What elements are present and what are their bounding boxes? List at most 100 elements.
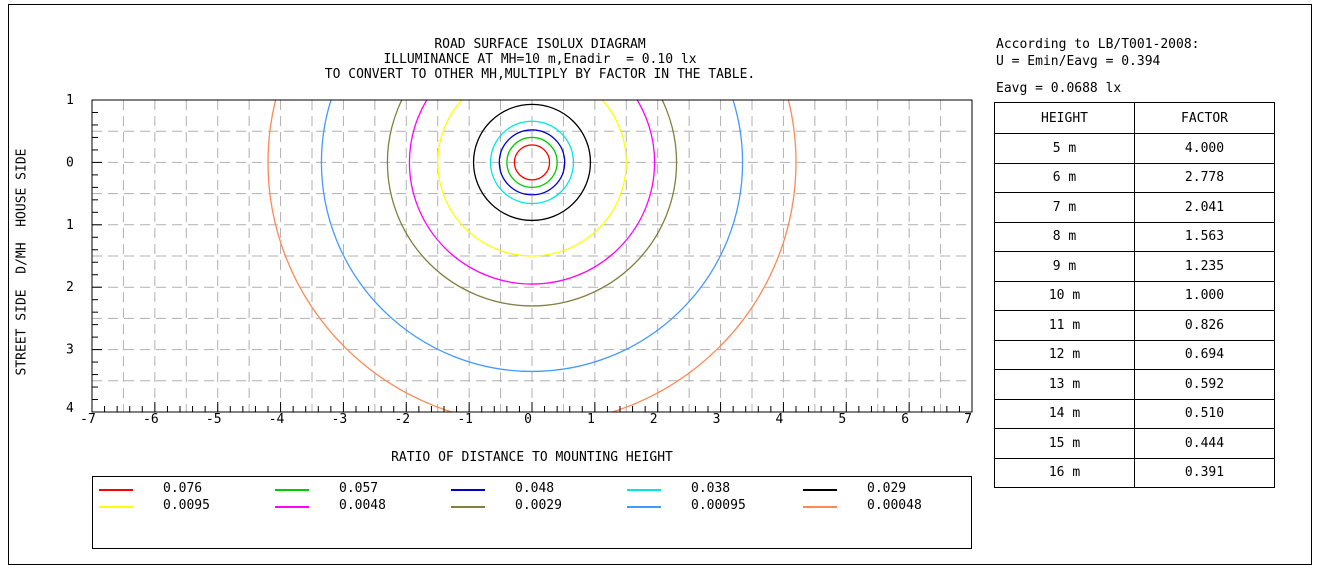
legend-label: 0.00095 — [691, 498, 746, 513]
y-tick-label: 0 — [66, 155, 74, 170]
table-row: 12 m 0.694 — [994, 339, 1275, 370]
x-tick-label: -4 — [269, 412, 285, 427]
legend-item: 0.00048 — [797, 498, 973, 514]
height-cell: 14 m — [994, 398, 1135, 429]
table-row: 11 m 0.826 — [994, 310, 1275, 341]
isolux-contour-0.057 — [506, 136, 558, 189]
x-tick-label: 3 — [713, 412, 721, 427]
x-axis-label: RATIO OF DISTANCE TO MOUNTING HEIGHT — [391, 450, 673, 465]
x-tick-label: -7 — [80, 412, 96, 427]
average-illuminance: Eavg = 0.0688 lx — [996, 81, 1122, 96]
legend-swatch — [803, 506, 837, 508]
factor-cell: 2.778 — [1134, 162, 1275, 193]
height-cell: 16 m — [994, 457, 1135, 488]
legend-swatch — [99, 506, 133, 508]
legend-item: 0.057 — [269, 481, 445, 497]
legend-label: 0.076 — [163, 481, 203, 496]
height-cell: 7 m — [994, 192, 1135, 223]
isolux-contour-0.029 — [472, 103, 592, 222]
factor-cell: 0.391 — [1134, 457, 1275, 488]
table-header-row: HEIGHT FACTOR — [994, 102, 1275, 134]
factor-cell: 0.510 — [1134, 398, 1275, 429]
legend-label: 0.00048 — [867, 498, 922, 513]
legend-item: 0.0095 — [93, 498, 269, 514]
legend-item: 0.076 — [93, 481, 269, 497]
factor-cell: 1.235 — [1134, 251, 1275, 282]
legend-label: 0.048 — [515, 481, 555, 496]
x-tick-label: 4 — [776, 412, 784, 427]
x-tick-label: 7 — [964, 412, 972, 427]
isolux-contour-0.0048 — [408, 100, 656, 285]
legend-item: 0.00095 — [621, 498, 797, 514]
height-cell: 9 m — [994, 251, 1135, 282]
chart-title-line-1: ROAD SURFACE ISOLUX DIAGRAM — [434, 37, 646, 52]
x-tick-label: 2 — [650, 412, 658, 427]
isolux-contour-0.0029 — [386, 100, 678, 307]
table-row: 6 m 2.778 — [994, 162, 1275, 193]
chart-title-line-3: TO CONVERT TO OTHER MH,MULTIPLY BY FACTO… — [324, 67, 756, 82]
table-row: 8 m 1.563 — [994, 221, 1275, 252]
x-tick-label: 1 — [587, 412, 595, 427]
legend-item: 0.048 — [445, 481, 621, 497]
legend-swatch — [275, 506, 309, 508]
y-tick-label: 1 — [66, 218, 74, 233]
x-tick-label: -2 — [394, 412, 410, 427]
legend-swatch — [99, 489, 133, 491]
legend-item: 0.0029 — [445, 498, 621, 514]
height-column-header: HEIGHT — [994, 102, 1135, 134]
isolux-contour-0.076 — [513, 144, 551, 181]
height-cell: 12 m — [994, 339, 1135, 370]
table-row: 13 m 0.592 — [994, 369, 1275, 400]
y-tick-labels: 1 0 1 2 3 4 — [66, 93, 74, 416]
legend-swatch — [451, 489, 485, 491]
height-cell: 10 m — [994, 280, 1135, 311]
table-row: 15 m 0.444 — [994, 428, 1275, 459]
chart-title-line-2: ILLUMINANCE AT MH=10 m,Enadir = 0.10 lx — [383, 52, 697, 67]
legend-swatch — [627, 506, 661, 508]
factor-cell: 2.041 — [1134, 192, 1275, 223]
x-tick-label: 0 — [524, 412, 532, 427]
diagram-frame — [8, 4, 1312, 565]
height-cell: 11 m — [994, 310, 1135, 341]
isolux-contour-0.0095 — [437, 100, 627, 257]
x-tick-label: 5 — [838, 412, 846, 427]
y-tick-label: 3 — [66, 343, 74, 358]
height-cell: 15 m — [994, 428, 1135, 459]
legend-swatch — [803, 489, 837, 491]
factor-cell: 1.000 — [1134, 280, 1275, 311]
table-row: 7 m 2.041 — [994, 192, 1275, 223]
isolux-contour-0.048 — [498, 129, 566, 196]
legend-label: 0.0048 — [339, 498, 386, 513]
factor-cell: 0.592 — [1134, 369, 1275, 400]
height-factor-table: HEIGHT FACTOR 5 m 4.000 6 m 2.778 7 m 2.041 8 … — [994, 102, 1275, 488]
legend-item: 0.038 — [621, 481, 797, 497]
legend-label: 0.038 — [691, 481, 731, 496]
x-tick-label: -5 — [206, 412, 222, 427]
height-cell: 13 m — [994, 369, 1135, 400]
legend: 0.076 0.057 0.048 0.038 0.029 0.0095 0.0048 0.0… — [92, 476, 972, 549]
table-row: 9 m 1.235 — [994, 251, 1275, 282]
isolux-contour-0.038 — [489, 120, 575, 205]
height-cell: 8 m — [994, 221, 1135, 252]
factor-cell: 0.826 — [1134, 310, 1275, 341]
table-row: 16 m 0.391 — [994, 457, 1275, 488]
x-tick-label: 6 — [901, 412, 909, 427]
uniformity-value: U = Emin/Eavg = 0.394 — [996, 54, 1161, 69]
legend-swatch — [275, 489, 309, 491]
y-tick-label: 4 — [66, 401, 74, 416]
height-cell: 6 m — [994, 162, 1135, 193]
factor-column-header: FACTOR — [1134, 102, 1275, 134]
contour-lines — [267, 100, 797, 412]
legend-label: 0.0095 — [163, 498, 210, 513]
isolux-contour-0.00095 — [320, 100, 744, 373]
factor-cell: 0.444 — [1134, 428, 1275, 459]
legend-label: 0.029 — [867, 481, 907, 496]
x-tick-labels: -7 -6 -5 -4 -3 -2 -1 0 1 2 3 4 5 6 7 — [80, 412, 972, 427]
factor-cell: 4.000 — [1134, 133, 1275, 164]
standard-reference: According to LB/T001-2008: — [996, 37, 1200, 52]
table-row: 14 m 0.510 — [994, 398, 1275, 429]
legend-swatch — [627, 489, 661, 491]
legend-label: 0.057 — [339, 481, 379, 496]
factor-cell: 0.694 — [1134, 339, 1275, 370]
